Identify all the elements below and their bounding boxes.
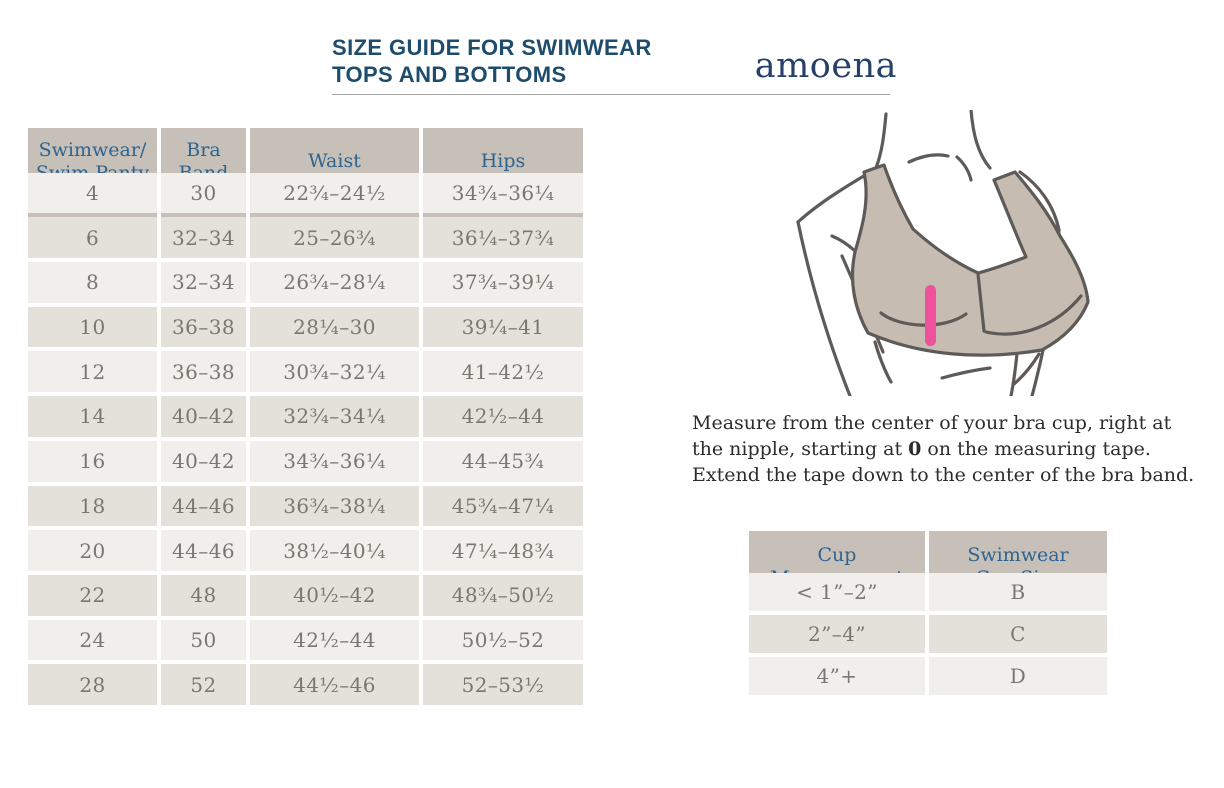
collarbone-line-2 <box>955 155 973 182</box>
left-underwire-line <box>879 311 968 327</box>
cell-waist: 38½–40¼ <box>250 530 419 571</box>
cell-bra-band: 32–34 <box>161 217 246 259</box>
cell-waist: 44½–46 <box>250 664 419 705</box>
left-torso-line <box>873 340 893 384</box>
cell-bra-band: 44–46 <box>161 530 246 571</box>
cell-bra-band: 30 <box>161 172 246 214</box>
cell-waist: 34¾–36¼ <box>250 440 419 482</box>
instructions-part1: Measure from the center of your bra cup,… <box>692 412 1172 460</box>
cell-bra-band: 50 <box>161 619 246 661</box>
cell-swim-size: 20 <box>28 530 157 571</box>
cell-swim-size: 18 <box>28 485 157 527</box>
right-torso-line <box>1012 352 1041 386</box>
cell-cup-measurement: 2”–4” <box>749 615 925 653</box>
brand-logo: amoena <box>754 46 897 86</box>
cell-waist: 40½–42 <box>250 574 419 616</box>
cell-hips: 39¼–41 <box>423 306 583 348</box>
cell-waist: 26¾–28¼ <box>250 262 419 303</box>
page-title-line2: TOPS AND BOTTOMS <box>332 62 567 87</box>
cell-swimwear-cup: C <box>929 615 1107 653</box>
cell-bra-band: 44–46 <box>161 485 246 527</box>
left-arm-line <box>796 220 852 396</box>
cell-hips: 36¼–37¾ <box>423 217 583 259</box>
cell-bra-band: 36–38 <box>161 351 246 393</box>
left-shoulder-line <box>796 168 876 224</box>
neck-right-line <box>969 110 992 170</box>
right-shoulder-line <box>1018 170 1061 232</box>
instructions-part2: on the measuring tape. Extend the tape d… <box>692 438 1195 486</box>
cell-swimwear-cup: B <box>929 573 1107 611</box>
cell-bra-band: 52 <box>161 664 246 705</box>
neck-left-line <box>874 112 888 170</box>
measuring-tape-marker <box>925 285 936 346</box>
cell-swimwear-cup: D <box>929 657 1107 695</box>
cell-hips: 48¾–50½ <box>423 574 583 616</box>
center-seam-line <box>976 272 986 333</box>
cell-bra-band: 36–38 <box>161 306 246 348</box>
instructions-zero: 0 <box>908 438 922 460</box>
cell-swim-size: 6 <box>28 217 157 259</box>
cell-swim-size: 8 <box>28 262 157 303</box>
cell-hips: 37¾–39¼ <box>423 262 583 303</box>
cell-waist: 32¾–34¼ <box>250 396 419 437</box>
cell-cup-measurement: < 1”–2” <box>749 573 925 611</box>
cell-waist: 28¼–30 <box>250 306 419 348</box>
cell-waist: 22¾–24½ <box>250 172 419 214</box>
cell-swim-size: 10 <box>28 306 157 348</box>
waist-crease-line <box>940 366 992 380</box>
cell-hips: 44–45¾ <box>423 440 583 482</box>
cell-hips: 52–53½ <box>423 664 583 705</box>
cup-size-table: Cup Measurement Swimwear Cup Size < 1”–2… <box>749 531 1107 695</box>
cell-swim-size: 14 <box>28 396 157 437</box>
cell-hips: 45¾–47¼ <box>423 485 583 527</box>
swimwear-size-table: Swimwear/ Swim Panty Size Bra Band Size … <box>28 128 583 705</box>
left-armpit-line <box>830 234 857 253</box>
cell-bra-band: 40–42 <box>161 440 246 482</box>
cell-bra-band: 48 <box>161 574 246 616</box>
measuring-instructions: Measure from the center of your bra cup,… <box>692 410 1212 488</box>
cell-waist: 36¾–38¼ <box>250 485 419 527</box>
cell-hips: 42½–44 <box>423 396 583 437</box>
cell-hips: 47¼–48¾ <box>423 530 583 571</box>
cell-hips: 34¾–36¼ <box>423 172 583 214</box>
cell-hips: 50½–52 <box>423 619 583 661</box>
page-title: SIZE GUIDE FOR SWIMWEAR TOPS AND BOTTOMS <box>332 34 652 88</box>
cell-bra-band: 32–34 <box>161 262 246 303</box>
bra-measurement-illustration <box>796 110 1090 396</box>
cell-waist: 25–26¾ <box>250 217 419 259</box>
cell-swim-size: 24 <box>28 619 157 661</box>
right-underwire-line <box>984 294 1083 336</box>
collarbone-line <box>907 153 950 164</box>
page-title-line1: SIZE GUIDE FOR SWIMWEAR <box>332 35 652 60</box>
cell-swim-size: 28 <box>28 664 157 705</box>
cell-hips: 41–42½ <box>423 351 583 393</box>
bra-shape <box>850 163 1090 357</box>
cell-cup-measurement: 4”+ <box>749 657 925 695</box>
cell-swim-size: 12 <box>28 351 157 393</box>
cell-bra-band: 40–42 <box>161 396 246 437</box>
cell-waist: 30¾–32¼ <box>250 351 419 393</box>
cell-swim-size: 4 <box>28 172 157 214</box>
cell-swim-size: 16 <box>28 440 157 482</box>
header-divider <box>332 94 890 95</box>
cell-swim-size: 22 <box>28 574 157 616</box>
cell-waist: 42½–44 <box>250 619 419 661</box>
